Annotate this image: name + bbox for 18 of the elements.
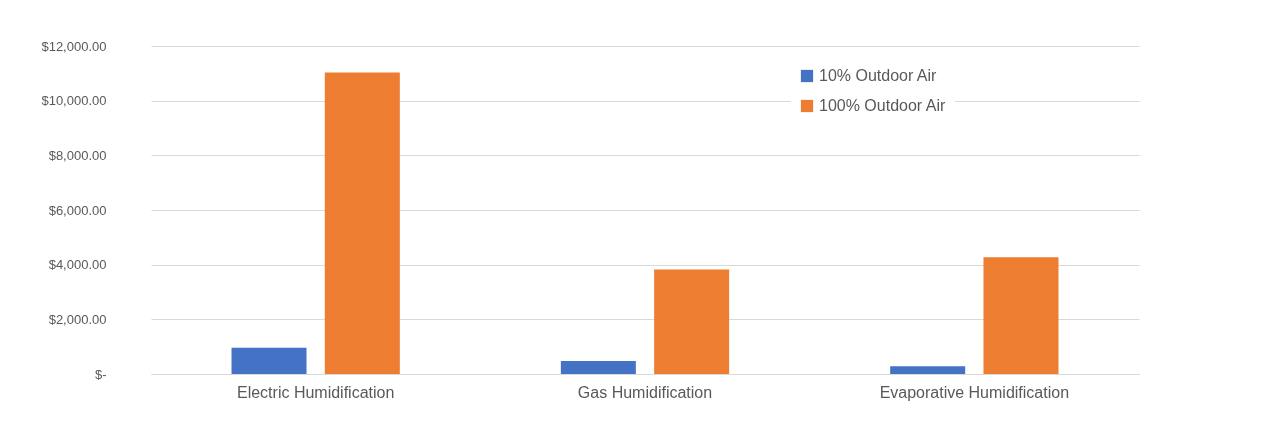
y-tick-label: $-: [94, 366, 107, 382]
legend-label: 10% Outdoor Air: [819, 67, 938, 84]
y-tick-label: $4,000.00: [48, 257, 107, 273]
legend-label: 100% Outdoor Air: [819, 97, 946, 114]
bar: [560, 360, 636, 374]
y-tick-label: $10,000.00: [41, 93, 107, 109]
y-tick-label: $6,000.00: [48, 202, 107, 218]
y-tick-label: $8,000.00: [48, 147, 107, 163]
bar: [983, 257, 1059, 374]
y-tick-label: $2,000.00: [48, 311, 107, 327]
y-tick-label: $12,000.00: [41, 38, 107, 54]
x-tick-label: Evaporative Humidification: [879, 383, 1070, 401]
bar: [231, 347, 307, 374]
x-tick-label: Electric Humidification: [236, 383, 395, 401]
x-tick-label: Gas Humidification: [577, 383, 713, 401]
bar: [890, 366, 966, 374]
bar: [654, 269, 730, 374]
bar: [324, 72, 400, 374]
